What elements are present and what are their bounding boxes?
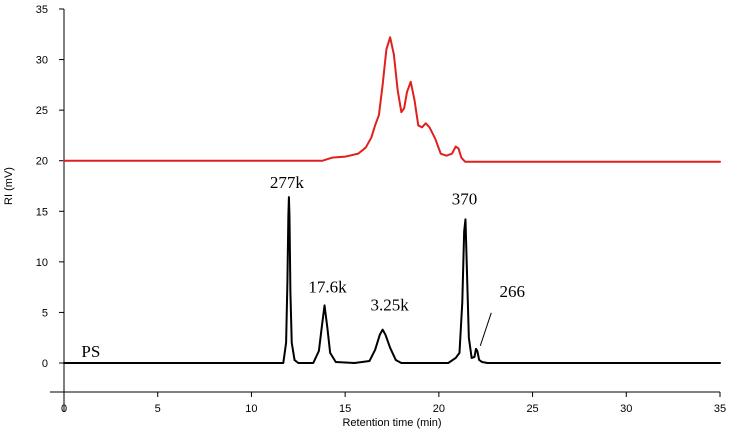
peak-label: PS: [81, 342, 100, 361]
y-tick-label: 35: [36, 4, 48, 16]
axes-layer: 0 5 10 15 20 25 30 35 0 5 10 15 20 25 30 35: [36, 4, 726, 415]
y-tick-label: 30: [36, 55, 48, 67]
peak-label: 3.25k: [371, 296, 410, 315]
series-red-line: [63, 36, 721, 163]
peak-label: 370: [452, 189, 478, 208]
annotation-layer: 277k 17.6k 3.25k 370 266 PS: [81, 173, 525, 361]
y-tick-label: 0: [42, 358, 48, 370]
peak-label: 277k: [270, 173, 305, 192]
x-tick-label: 30: [620, 403, 632, 415]
peak-label: 266: [500, 282, 526, 301]
peak-leader-line: [479, 312, 492, 346]
y-tick-label: 20: [36, 156, 48, 168]
x-tick-label: 10: [245, 403, 257, 415]
series-layer: [63, 36, 721, 364]
x-tick-label: 5: [155, 403, 161, 415]
peak-label: 17.6k: [308, 277, 347, 296]
x-tick-label: 15: [339, 403, 351, 415]
x-tick-label: 0: [61, 403, 67, 415]
y-tick-label: 25: [36, 105, 48, 117]
x-tick-label: 35: [714, 403, 726, 415]
y-axis-title: RI (mV): [3, 167, 15, 205]
x-axis-title: Retention time (min): [342, 417, 441, 429]
y-tick-label: 5: [42, 307, 48, 319]
y-tick-label: 15: [36, 206, 48, 218]
x-tick-label: 25: [526, 403, 538, 415]
series-ps-line: [63, 196, 721, 364]
y-tick-label: 10: [36, 257, 48, 269]
x-tick-label: 20: [433, 403, 445, 415]
